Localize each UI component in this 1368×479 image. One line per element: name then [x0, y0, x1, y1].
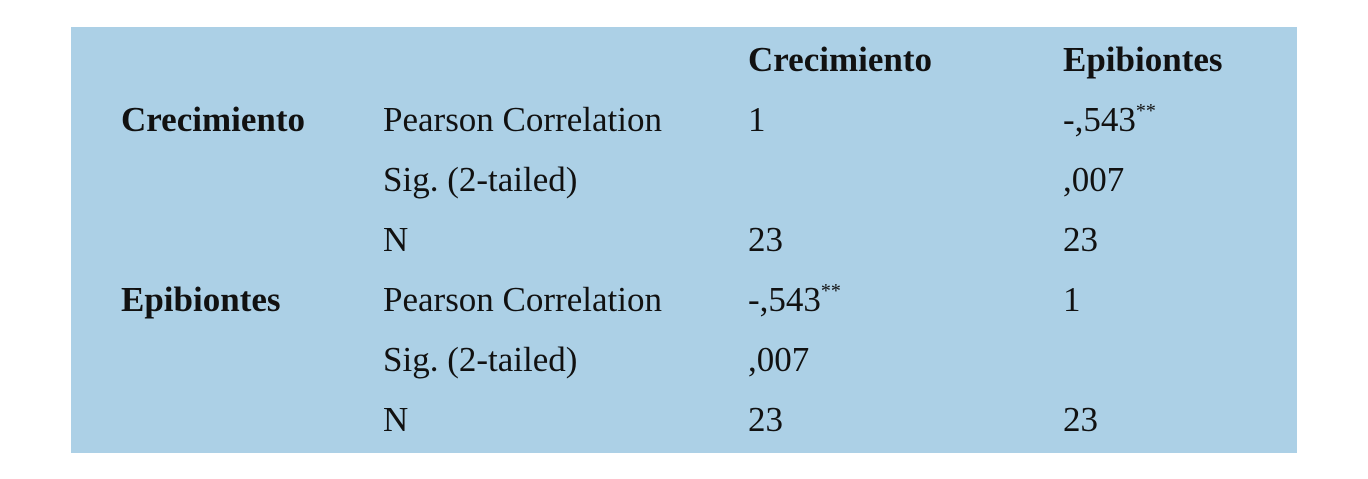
significance-marker: **	[820, 280, 841, 302]
statistic-label: Pearson Correlation	[383, 280, 662, 319]
statistic-label: Sig. (2-tailed)	[383, 160, 578, 199]
cell-value: 23	[1063, 400, 1098, 439]
statistic-label: Pearson Correlation	[383, 100, 662, 139]
cell: 23	[1063, 400, 1098, 440]
cell: -,543**	[1063, 100, 1156, 140]
cell-value: 1	[1063, 280, 1081, 319]
cell-value: 1	[748, 100, 766, 139]
row-group-label: Epibiontes	[121, 280, 281, 319]
cell: 23	[748, 400, 783, 440]
cell-value: 23	[748, 400, 783, 439]
cell: 1	[1063, 280, 1081, 320]
table-background	[71, 27, 1297, 453]
cell-value: 23	[1063, 220, 1098, 259]
cell: ,007	[1063, 160, 1124, 200]
cell: -,543**	[748, 280, 841, 320]
cell: 1	[748, 100, 766, 140]
cell: 23	[748, 220, 783, 260]
cell: 23	[1063, 220, 1098, 260]
cell-value: -,543	[748, 280, 821, 319]
column-header: Epibiontes	[1063, 40, 1223, 79]
cell: ,007	[748, 340, 809, 380]
statistic-label: N	[383, 400, 409, 439]
cell-value: ,007	[748, 340, 810, 379]
statistic-label: N	[383, 220, 409, 259]
cell-value: ,007	[1063, 160, 1125, 199]
row-group-label: Crecimiento	[121, 100, 306, 139]
cell-value: 23	[748, 220, 783, 259]
statistic-label: Sig. (2-tailed)	[383, 340, 578, 379]
cell-value: -,543	[1063, 100, 1136, 139]
column-header: Crecimiento	[748, 40, 933, 79]
significance-marker: **	[1135, 100, 1156, 122]
